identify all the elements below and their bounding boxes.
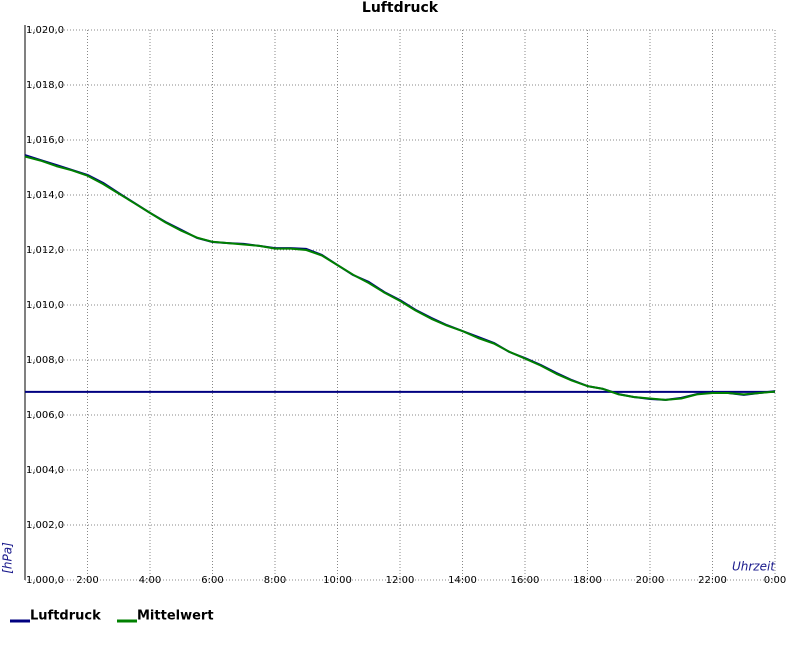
x-tick-label: 18:00 bbox=[573, 575, 602, 586]
y-tick-label: 1,018,0 bbox=[26, 80, 64, 91]
x-tick-label: 14:00 bbox=[448, 575, 477, 586]
x-axis-label: Uhrzeit bbox=[732, 560, 776, 574]
data-line bbox=[24, 155, 776, 401]
x-tick-label: 0:00 bbox=[764, 575, 786, 586]
x-tick-label: 4:00 bbox=[139, 575, 161, 586]
x-tick-label: 6:00 bbox=[201, 575, 223, 586]
x-tick-label: 20:00 bbox=[636, 575, 665, 586]
chart-title: Luftdruck bbox=[362, 0, 439, 16]
x-tick-label: 12:00 bbox=[386, 575, 415, 586]
y-tick-label: 1,016,0 bbox=[26, 135, 64, 146]
x-tick-label: 2:00 bbox=[76, 575, 98, 586]
y-tick-label: 1,002,0 bbox=[26, 520, 64, 531]
x-tick-label: 22:00 bbox=[698, 575, 727, 586]
x-tick-label: 8:00 bbox=[264, 575, 286, 586]
y-tick-label: 1,014,0 bbox=[26, 190, 64, 201]
y-tick-label: 1,012,0 bbox=[26, 245, 64, 256]
y-tick-label: 1,004,0 bbox=[26, 465, 64, 476]
y-tick-label: 1,010,0 bbox=[26, 300, 64, 311]
x-tick-label: 16:00 bbox=[511, 575, 540, 586]
y-tick-label: 1,008,0 bbox=[26, 355, 64, 366]
y-tick-label: 1,000,0 bbox=[26, 575, 64, 586]
legend-label: Mittelwert bbox=[137, 609, 214, 624]
legend-label: Luftdruck bbox=[30, 609, 101, 624]
x-tick-label: 10:00 bbox=[323, 575, 352, 586]
y-tick-label: 1,020,0 bbox=[26, 25, 64, 36]
y-axis-label: [hPa] bbox=[1, 542, 15, 574]
y-tick-label: 1,006,0 bbox=[26, 410, 64, 421]
